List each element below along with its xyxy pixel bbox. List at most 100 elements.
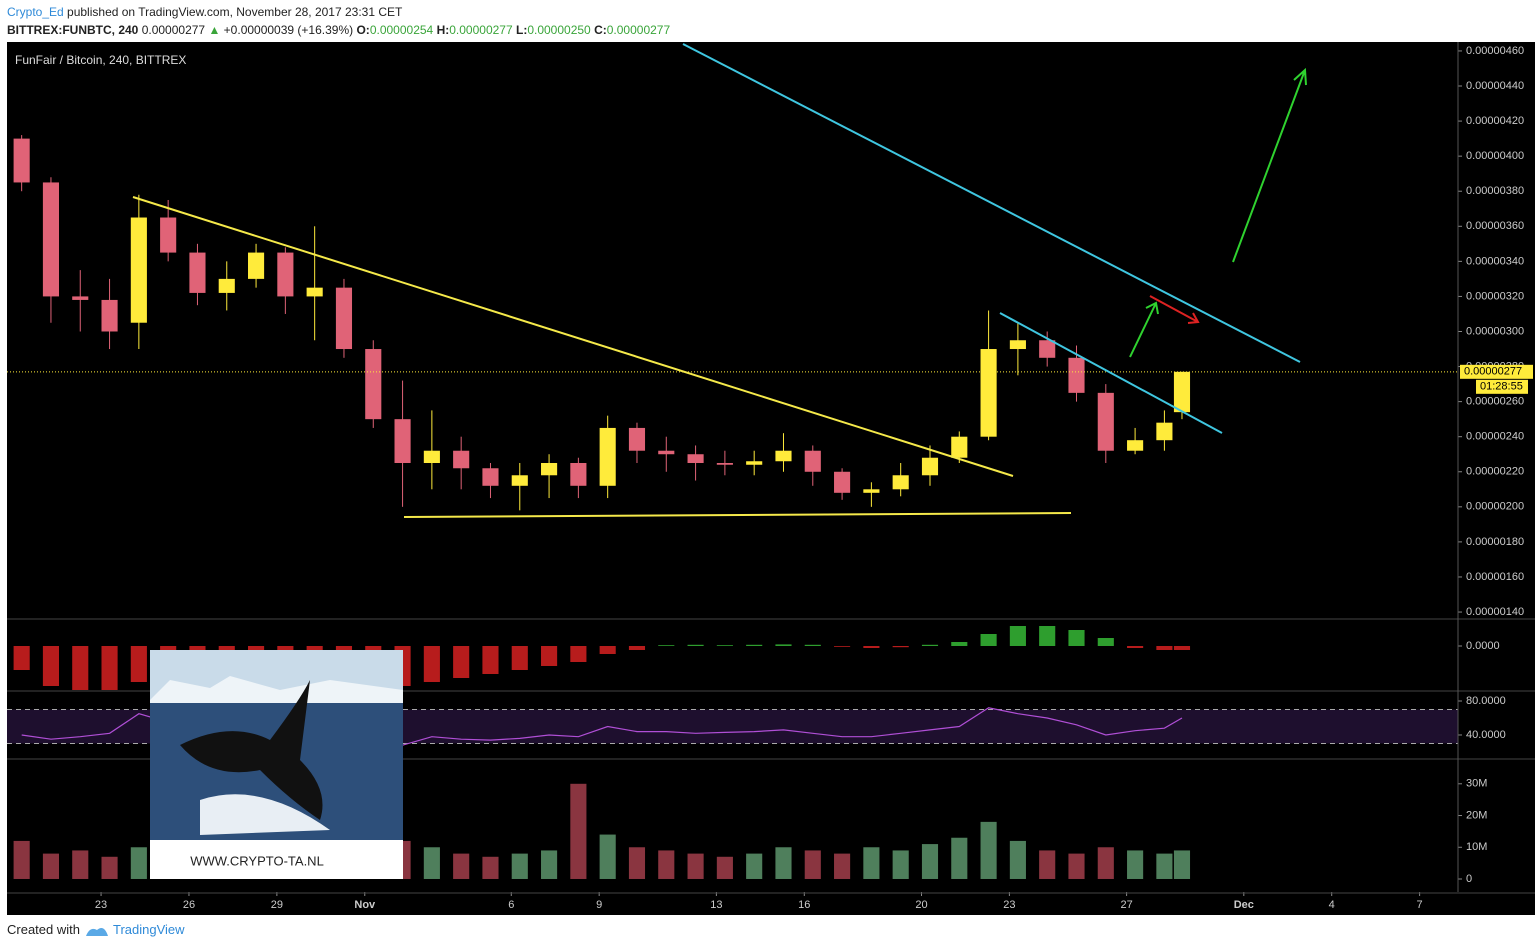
l-label: L: [515,23,528,37]
candle-body [892,475,909,490]
arrow [1129,301,1159,358]
x-tick-label: 16 [798,899,810,911]
candle-body [834,471,851,493]
logo-cloud [85,927,108,936]
y-tick-label: 0.00000260 [1466,396,1524,408]
volume-bar [892,850,909,879]
volume-bar [13,840,30,879]
x-tick-label: 4 [1329,899,1335,911]
brand-link[interactable]: TradingView [113,922,185,937]
volume-bar [834,853,851,879]
y-tick-label: 0.00000460 [1466,45,1524,57]
macd-bar [72,646,89,690]
y-tick-label: 0.00000380 [1466,185,1524,197]
volume-bar [482,856,499,879]
ohlc-line: BITTREX:FUNBTC, 240 0.00000277 ▲ +0.0000… [7,21,670,39]
macd-bar [863,646,880,648]
macd-bar [658,645,675,646]
created-with: Created with [7,922,80,937]
y-tick-label: 0.00000440 [1466,80,1524,92]
macd-bar [1127,646,1144,648]
macd-bar [921,644,939,646]
macd-bar [541,646,558,666]
candle-body [863,489,880,493]
candle-body [541,462,558,476]
candle-body [716,462,733,465]
candle-body [1097,392,1114,451]
macd-bar [1173,646,1191,650]
watermark-text: WWW.CRYPTO-TA.NL [190,853,324,868]
volume-bar [1173,850,1191,879]
candle-body [658,450,675,455]
macd-bar [599,646,616,654]
y-tick-label: 0.00000400 [1466,150,1524,162]
y-tick-label: 0.00000180 [1466,536,1524,548]
candle-body [423,450,440,463]
candle-body [453,450,470,469]
y-tick-label: 0.00000200 [1466,501,1524,513]
y-tick-label: 10M [1466,841,1487,853]
macd-bar [775,644,792,646]
x-tick-label: 13 [710,899,722,911]
publish-info: published on TradingView.com, November 2… [63,5,403,19]
x-tick-label: 20 [915,899,927,911]
volume-bar [1039,850,1056,879]
y-tick-label: 0.00000360 [1466,220,1524,232]
volume-bar [628,847,646,879]
volume-bar [775,847,792,879]
macd-bar [1156,646,1173,650]
author-link[interactable]: Crypto_Ed [7,5,64,19]
macd-bar [980,634,997,646]
candle-body [951,436,968,458]
logo [85,927,108,936]
macd-bar [130,646,147,682]
candle-body [482,468,499,486]
x-tick-label: Dec [1234,899,1254,911]
candle-body [13,138,30,183]
x-tick-label: 26 [183,899,195,911]
x-tick-label: 23 [95,899,107,911]
drawings [132,43,1307,518]
trend-line [682,43,1301,363]
x-tick-label: 29 [271,899,283,911]
h-label: H: [436,23,450,37]
macd-bar [511,646,528,670]
macd-bar [570,646,587,662]
change: +0.00000039 (+16.39%) [223,23,354,37]
candle-body [1173,371,1191,413]
candle-body [775,450,792,462]
volume-bar [746,853,763,879]
macd-bar [101,646,118,690]
candle-body [248,252,265,279]
candle-body [1156,422,1173,441]
y-tick-label: 0.00000320 [1466,290,1524,302]
volume-bar [1097,847,1114,879]
macd-bar [892,646,909,648]
candle-body [101,299,118,332]
macd-bar [13,646,30,670]
volume-bar [863,847,880,879]
symbol: BITTREX:FUNBTC, 240 [7,23,139,37]
volume-bar [42,853,60,879]
volume-bar [1156,853,1173,879]
y-tick-label: 0.00000220 [1466,466,1524,478]
up-arrow: ▲ [208,23,221,37]
watermark-image: WWW.CRYPTO-TA.NL [150,650,403,879]
candle-body [365,349,382,420]
candle-body [306,287,323,297]
macd-bar [746,644,763,646]
volume-bar [980,821,997,879]
volume-bar [658,850,675,879]
macd-bar [628,646,646,650]
caption-bg [150,840,403,879]
support-line [403,512,1072,518]
volume-bar [130,847,147,879]
macd-bar [453,646,470,678]
candle-body [980,349,997,437]
candle-body [804,450,821,472]
trend-line [999,312,1223,434]
volume-bar [599,834,616,879]
publish-line: Crypto_Ed published on TradingView.com, … [7,3,670,21]
price-tag: 0.00000277 [1464,366,1522,378]
